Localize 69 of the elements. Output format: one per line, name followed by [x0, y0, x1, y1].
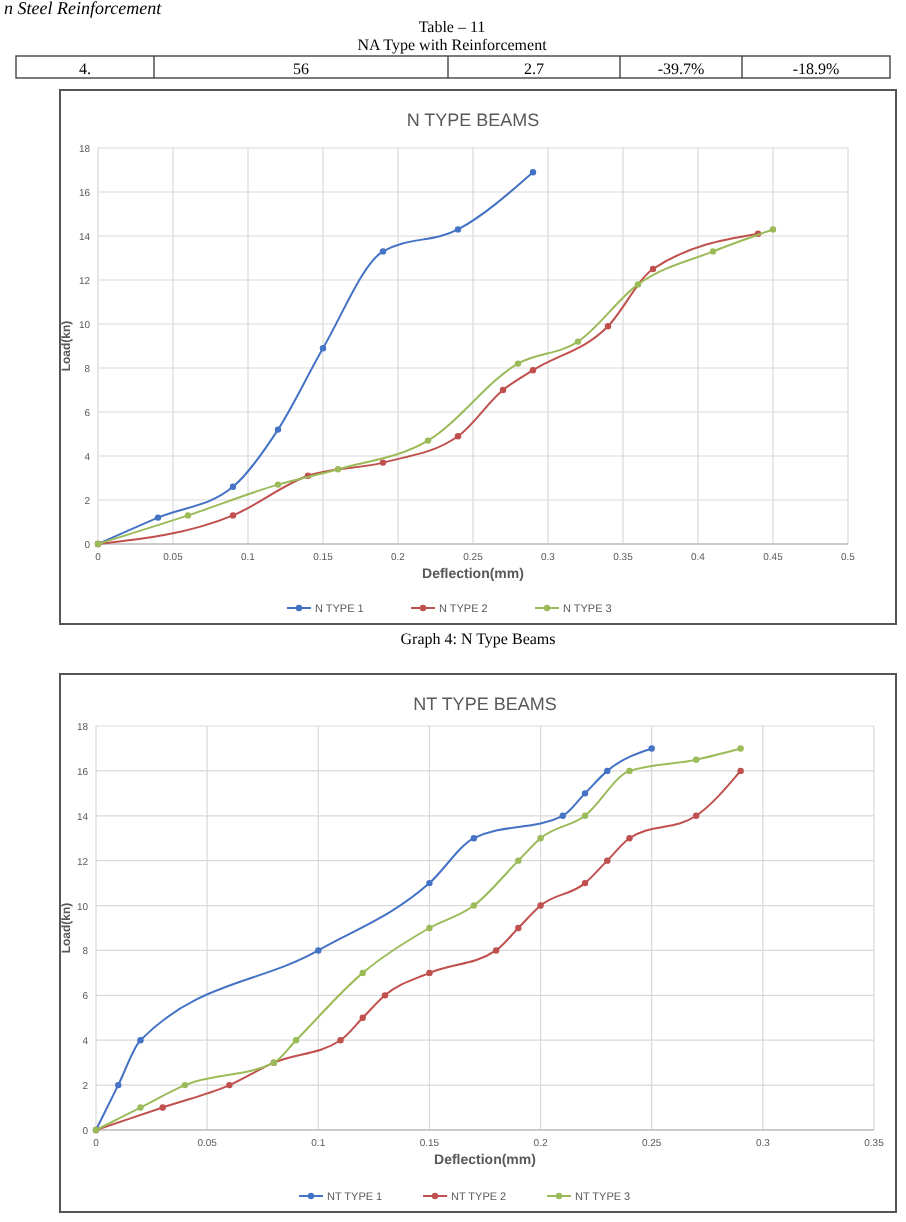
- point: [137, 1104, 144, 1111]
- point: [426, 969, 433, 977]
- point: [359, 969, 366, 977]
- category-label: 4.: [79, 60, 91, 78]
- category-label: -18.9%: [792, 60, 840, 78]
- point: [315, 947, 322, 954]
- category-label: 2.7: [524, 60, 544, 78]
- point: [574, 338, 582, 345]
- chart-title: NT TYPE BEAMS: [413, 694, 557, 714]
- point: [454, 226, 462, 233]
- point: [159, 1104, 166, 1111]
- point: [334, 466, 342, 473]
- point: [229, 483, 237, 490]
- point: [537, 835, 544, 842]
- point: [470, 835, 478, 842]
- point: [426, 924, 433, 932]
- point: [274, 426, 282, 433]
- point: [626, 835, 633, 842]
- point: [769, 226, 777, 233]
- point: [529, 367, 537, 374]
- point: [604, 323, 612, 330]
- point: [379, 248, 387, 255]
- category-label: 56: [293, 60, 309, 78]
- point: [181, 1081, 189, 1089]
- point: [337, 1037, 344, 1044]
- point: [319, 345, 327, 352]
- point: [115, 1081, 122, 1089]
- point: [492, 947, 500, 954]
- point: [292, 1037, 300, 1044]
- point: [359, 1014, 366, 1021]
- point: [604, 857, 611, 864]
- text: Table – 11: [418, 18, 486, 36]
- point: [604, 767, 611, 775]
- point: [649, 265, 657, 273]
- point: [737, 745, 744, 752]
- point: [381, 992, 389, 999]
- point: [626, 767, 633, 775]
- point: [515, 924, 522, 932]
- point: [470, 902, 478, 909]
- point: [709, 248, 717, 255]
- point: [379, 459, 387, 466]
- point: [514, 360, 522, 367]
- point: [559, 812, 566, 819]
- point: [581, 879, 589, 887]
- text: n Steel Reinforcement: [4, 0, 163, 18]
- point: [499, 386, 507, 394]
- point: [634, 281, 642, 288]
- point: [529, 169, 537, 176]
- point: [737, 767, 744, 775]
- point: [426, 879, 433, 887]
- chart-title: N TYPE BEAMS: [406, 110, 540, 130]
- point: [454, 433, 462, 440]
- point: [184, 512, 192, 519]
- caption: Graph 4: N Type Beams: [400, 630, 556, 648]
- category-label: -39.7%: [657, 60, 705, 78]
- point: [692, 812, 700, 819]
- point: [581, 812, 589, 819]
- point: [648, 745, 655, 752]
- point: [274, 481, 282, 488]
- point: [424, 437, 432, 444]
- point: [515, 857, 522, 864]
- text: NA Type with Reinforcement: [357, 36, 549, 54]
- point: [154, 514, 162, 521]
- point: [229, 512, 237, 519]
- point: [537, 902, 544, 909]
- point: [692, 756, 700, 763]
- point: [581, 790, 589, 797]
- point: [226, 1081, 233, 1089]
- point: [137, 1037, 144, 1044]
